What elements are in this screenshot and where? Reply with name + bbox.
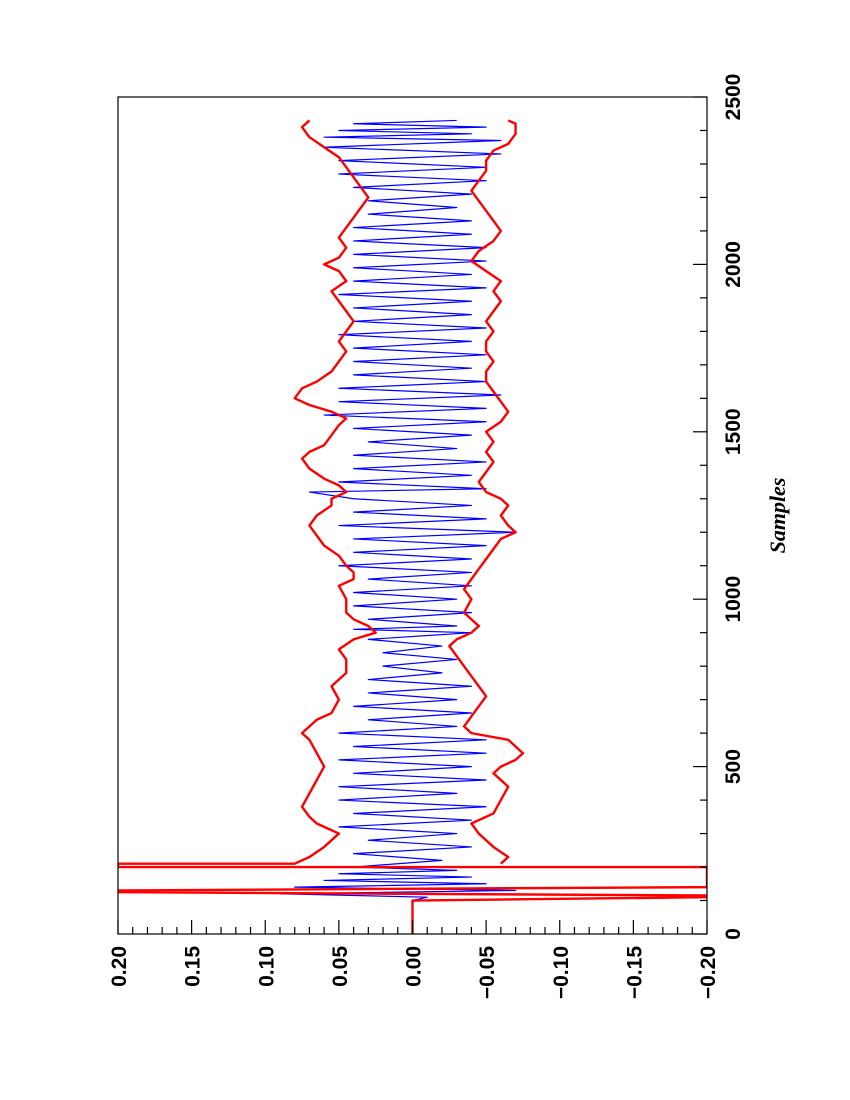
y-tick-label: −0.15 (623, 946, 646, 999)
y-tick-label: −0.10 (550, 946, 573, 999)
x-tick-label: 0 (722, 928, 745, 940)
ticks-layer (117, 96, 708, 935)
x-tick-label: 1000 (722, 576, 745, 623)
x-tick-label: 500 (722, 749, 745, 784)
y-tick-label: 0.00 (403, 946, 426, 987)
plot-layer (118, 119, 707, 934)
series-signal-line (279, 119, 517, 934)
y-tick-label: 0.05 (329, 946, 352, 987)
y-tick-label: 0.10 (255, 946, 278, 987)
labels-layer: 0 500 1000 1500 2000 2500 −0.20 −0.15 −0.10 −0.05… (108, 74, 745, 1000)
y-tick-label: 0.15 (182, 946, 205, 987)
x-tick-label: 2000 (722, 241, 745, 288)
y-tick-label: 0.20 (108, 946, 131, 987)
y-tick-label: −0.05 (476, 946, 499, 999)
series-lower-envelope-line (448, 119, 525, 865)
y-tick-label: −0.20 (697, 946, 720, 999)
x-tick-label: 2500 (722, 74, 745, 121)
x-axis-title: Samples (765, 478, 790, 554)
series-upper-envelope-line (118, 119, 707, 934)
x-tick-label: 1500 (722, 408, 745, 455)
